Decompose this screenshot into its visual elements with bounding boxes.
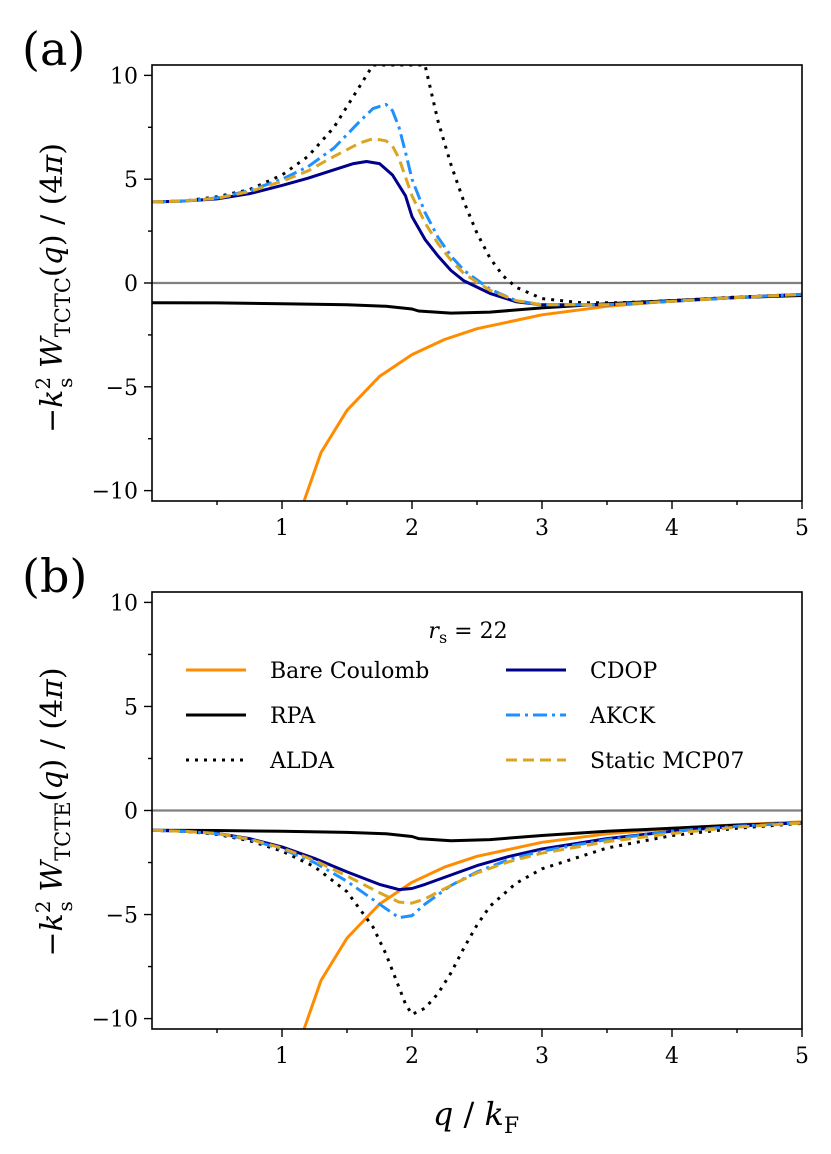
- x-tick-label: 3: [535, 1044, 549, 1069]
- panel-a-ticks: 1 2 3 4 5 −10 −5 0 5 10: [92, 64, 809, 541]
- y-tick-label: 10: [110, 591, 138, 616]
- panel-a: (a) 1 2 3 4 5 −10 −5 0 5 10 −k2s WTCTC(q) / (4π): [22, 22, 809, 541]
- x-axis-label: q / kF: [433, 1095, 519, 1139]
- legend-label: CDOP: [590, 659, 658, 684]
- panel-a-ylabel: −k2s WTCTC(q) / (4π): [31, 143, 77, 433]
- x-tick-label: 5: [795, 1044, 809, 1069]
- panel-b-ticks: 1 2 3 4 5 −10 −5 0 5 10: [92, 591, 809, 1069]
- x-tick-label: 2: [405, 516, 419, 541]
- panel-b-frame: [151, 591, 803, 1030]
- panel-a-frame: [151, 64, 803, 502]
- series-bare-coulomb: [302, 820, 802, 1029]
- panel-a-series: [152, 65, 802, 501]
- x-tick-label: 4: [665, 1044, 679, 1069]
- y-tick-label: 0: [124, 272, 138, 297]
- y-tick-label: 5: [124, 168, 138, 193]
- legend-label: AKCK: [589, 704, 656, 729]
- series-static-mcp07: [152, 821, 802, 905]
- y-tick-label: −5: [106, 376, 138, 401]
- y-tick-label: −5: [106, 904, 138, 929]
- x-tick-label: 4: [665, 516, 679, 541]
- series-bare-coulomb: [302, 292, 802, 501]
- panel-a-label: (a): [22, 22, 85, 76]
- x-tick-label: 1: [275, 1044, 289, 1069]
- panel-b-ylabel: −k2s WTCTE(q) / (4π): [31, 667, 77, 956]
- legend-label: Static MCP07: [590, 749, 744, 774]
- legend-label: ALDA: [269, 749, 335, 774]
- panel-b-series: [152, 820, 802, 1029]
- series-akck: [152, 102, 802, 307]
- series-rpa: [152, 821, 802, 843]
- y-tick-label: 5: [124, 695, 138, 720]
- legend: rs = 22 Bare Coulomb CDOP RPA AKCK ALDA Stati…: [186, 619, 744, 774]
- legend-label: Bare Coulomb: [270, 659, 429, 684]
- legend-entries: Bare Coulomb CDOP RPA AKCK ALDA Static MCP07: [186, 659, 744, 774]
- y-tick-label: −10: [92, 1008, 138, 1033]
- legend-title: rs = 22: [428, 619, 507, 647]
- x-tick-label: 3: [535, 516, 549, 541]
- series-alda: [152, 821, 802, 1016]
- y-tick-label: 0: [124, 800, 138, 825]
- x-tick-label: 1: [275, 516, 289, 541]
- legend-label: RPA: [270, 704, 316, 729]
- series-alda: [152, 65, 802, 305]
- x-tick-label: 2: [405, 1044, 419, 1069]
- y-tick-label: 10: [110, 64, 138, 89]
- panel-b-label: (b): [22, 549, 87, 603]
- series-akck: [152, 821, 802, 920]
- y-tick-label: −10: [92, 480, 138, 505]
- x-tick-label: 5: [795, 516, 809, 541]
